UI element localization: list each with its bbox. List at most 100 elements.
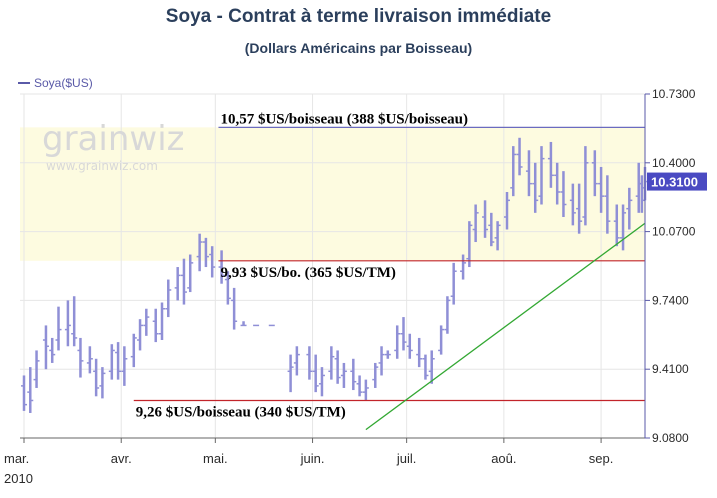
ohlc-bar — [218, 250, 225, 284]
ohlc-bar — [438, 325, 445, 355]
ohlc-bar — [576, 183, 583, 234]
ohlc-bar — [613, 204, 620, 247]
y-tick-label: 9.0800 — [652, 431, 689, 445]
ohlc-bar — [328, 346, 335, 380]
last-price-tag — [647, 172, 707, 191]
x-tick-label: juil. — [396, 451, 417, 466]
ohlc-bar — [406, 333, 413, 359]
ohlc-bar — [444, 296, 451, 334]
y-tick-label: 10.7300 — [652, 87, 696, 101]
ohlc-bar — [356, 375, 363, 397]
ohlc-bar — [620, 204, 627, 251]
ohlc-bar — [196, 233, 203, 272]
ohlc-bar — [137, 319, 144, 351]
ohlc-bar — [591, 150, 598, 197]
ohlc-bar — [466, 221, 473, 268]
ohlc-bar — [362, 379, 369, 401]
watermark-logo: grainwiz www.grainwiz.com — [42, 119, 185, 173]
ohlc-bar — [231, 287, 238, 330]
ohlc-bar — [460, 254, 467, 280]
ohlc-bar — [554, 162, 561, 205]
level-label: 9,93 $US/bo. (365 $US/TM) — [220, 265, 395, 281]
ohlc-bar — [372, 362, 379, 388]
ohlc-bar — [472, 204, 479, 243]
ohlc-bar — [350, 358, 357, 391]
ohlc-bar — [202, 237, 209, 268]
ohlc-bar — [340, 362, 347, 388]
ohlc-bar — [582, 146, 589, 226]
watermark-subtext: www.grainwiz.com — [46, 159, 158, 173]
chart-subtitle: (Dollars Américains par Boisseau) — [244, 40, 473, 56]
ohlc-bar — [33, 350, 40, 388]
ohlc-bar — [86, 346, 93, 374]
ohlc-bar — [293, 346, 300, 376]
ohlc-bar — [224, 271, 231, 305]
ohlc-bar — [422, 354, 429, 380]
ohlc-bar — [525, 150, 532, 197]
ohlc-bar — [93, 358, 100, 397]
ohlc-bar — [569, 183, 576, 226]
level-label: 9,26 $US/boisseau (340 $US/TM) — [136, 404, 346, 420]
ohlc-bar — [240, 321, 247, 327]
ohlc-bar — [115, 342, 122, 380]
ohlc-bar — [187, 254, 194, 293]
ohlc-bar — [488, 212, 495, 247]
ohlc-bar — [306, 346, 313, 380]
ohlc-bar — [287, 354, 294, 393]
last-price-label: 10.3100 — [651, 175, 698, 190]
ohlc-bar — [482, 200, 489, 238]
ohlc-bar — [504, 191, 510, 230]
x-year-label: 2010 — [4, 471, 33, 486]
ohlc-bar — [55, 306, 62, 351]
ohlc-bar — [516, 137, 523, 176]
ohlc-bar — [598, 166, 605, 213]
ohlc-bar — [42, 325, 49, 370]
ohlc-bar — [547, 141, 554, 188]
y-tick-label: 9.4100 — [652, 362, 689, 376]
x-tick-label: avr. — [111, 451, 132, 466]
ohlc-bar — [130, 333, 137, 368]
ohlc-bar — [378, 346, 385, 376]
ohlc-bar — [384, 350, 391, 359]
watermark-text: grainwiz — [42, 119, 185, 159]
ohlc-bar — [159, 302, 165, 341]
ohlc-bar — [71, 296, 78, 347]
ohlc-bar — [312, 354, 319, 393]
ohlc-bar — [108, 344, 115, 380]
trendline — [365, 222, 646, 431]
ohlc-bar — [510, 146, 517, 197]
ohlc-bar — [532, 162, 539, 213]
chart-title: Soya - Contrat à terme livraison immédia… — [165, 6, 552, 27]
ohlc-bar — [174, 267, 181, 301]
ohlc-bar — [152, 308, 159, 343]
ohlc-bar — [416, 337, 423, 368]
y-tick-label: 9.7400 — [652, 293, 689, 307]
legend-label: Soya($US) — [34, 76, 93, 90]
ohlc-bar — [180, 258, 187, 305]
ohlc-bar — [334, 350, 341, 384]
ohlc-bar — [165, 279, 172, 318]
ohlc-bar — [538, 146, 545, 205]
x-tick-label: mai. — [203, 451, 228, 466]
ohlc-bar — [428, 350, 435, 384]
ohlc-bar — [49, 337, 56, 363]
ohlc-bar — [394, 325, 401, 359]
ohlc-bar — [27, 367, 34, 413]
ohlc-bar — [494, 221, 501, 251]
ohlc-bar — [143, 308, 150, 336]
ohlc-bar — [560, 171, 567, 218]
ohlc-bar — [626, 187, 633, 230]
y-tick-label: 10.4000 — [652, 156, 696, 170]
ohlc-bar — [604, 175, 611, 234]
ohlc-bar — [99, 367, 106, 399]
y-tick-label: 10.0700 — [652, 225, 696, 239]
ohlc-bar — [400, 317, 407, 351]
level-label: 10,57 $US/boisseau (388 $US/boisseau) — [220, 111, 468, 127]
x-tick-label: sep. — [589, 451, 614, 466]
ohlc-bar — [64, 300, 71, 347]
legend: Soya($US) — [18, 76, 93, 90]
x-tick-label: mar. — [4, 451, 29, 466]
ohlc-bar — [21, 375, 27, 411]
ohlc-bar — [318, 367, 325, 397]
